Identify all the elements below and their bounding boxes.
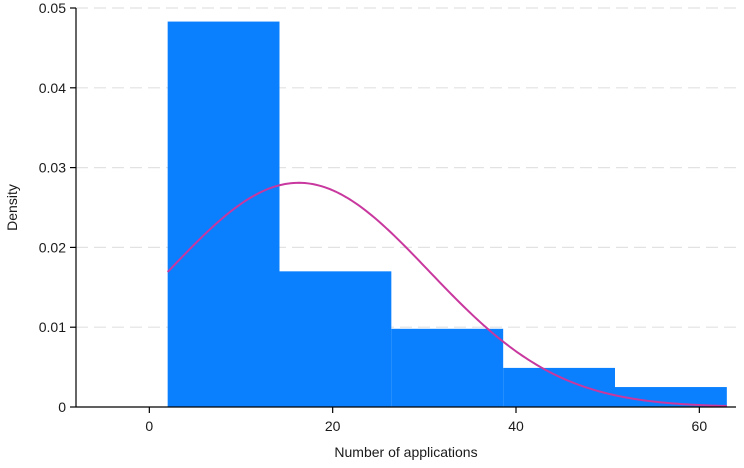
y-tick-label-2: 0.02 xyxy=(39,239,66,255)
y-tick-label-3: 0.03 xyxy=(39,160,66,176)
y-tick-label-1: 0.01 xyxy=(39,319,66,335)
histogram-bar-4 xyxy=(503,367,615,407)
histogram-bar-1 xyxy=(167,21,280,407)
histogram-bar-5 xyxy=(615,387,727,407)
x-axis-title: Number of applications xyxy=(334,444,477,460)
x-tick-label-3: 60 xyxy=(692,418,708,434)
density-curve-layer xyxy=(166,181,727,407)
density-curve-line xyxy=(166,181,727,407)
histogram-bar-2 xyxy=(279,271,392,407)
y-axis-title: Density xyxy=(4,184,20,231)
y-tick-label-5: 0.05 xyxy=(39,0,66,16)
y-tick-label-4: 0.04 xyxy=(39,80,66,96)
axes xyxy=(70,7,736,413)
y-tick-label-0: 0 xyxy=(58,399,66,415)
histogram-bar-3 xyxy=(391,328,504,407)
x-tick-label-1: 20 xyxy=(325,418,341,434)
tick-labels: 0 0.01 0.02 0.03 0.04 0.05 0 20 40 60 xyxy=(39,0,708,434)
x-tick-label-0: 0 xyxy=(145,418,153,434)
x-tick-label-2: 40 xyxy=(508,418,524,434)
histogram-bars xyxy=(167,21,727,407)
